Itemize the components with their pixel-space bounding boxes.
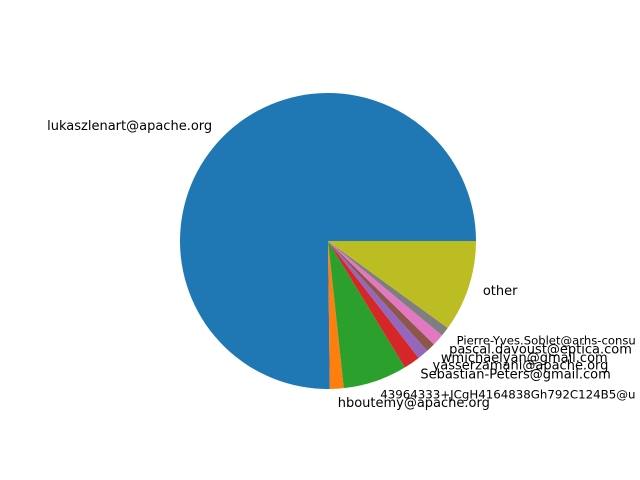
pie-slice-5 xyxy=(328,241,434,351)
pie-label-4: yasserzamani@apache.org xyxy=(433,358,609,373)
pie-label-3: Sebastian-Peters@gmail.com xyxy=(420,368,610,383)
pie-slice-1 xyxy=(328,241,344,389)
pie-slice-3 xyxy=(328,241,419,368)
pie-slice-2 xyxy=(328,241,405,389)
pie-slice-8 xyxy=(328,241,476,328)
pie-slices xyxy=(180,92,476,389)
pie-label-7: Pierre-Yves.Soblet@arhs-consu xyxy=(457,333,636,347)
pie-label-2: 43964333+JCgH4164838Gh792C124B5@u xyxy=(380,388,635,402)
pie-label-5: wmichaelyan@gmail.com xyxy=(441,351,608,366)
pie-slice-4 xyxy=(328,241,428,358)
pie-slice-0 xyxy=(180,92,476,389)
pie-label-1: hboutemy@apache.org xyxy=(338,396,490,411)
pie-labels: lukaszlenart@apache.org hboutemy@apache.o… xyxy=(47,119,636,411)
pie-label-6: pascal.davoust@eptica.com xyxy=(449,342,632,357)
pie-slice-7 xyxy=(328,241,448,336)
pie-label-0: lukaszlenart@apache.org xyxy=(47,119,212,134)
pie-slice-6 xyxy=(328,241,443,345)
pie-label-8: other xyxy=(483,284,518,299)
